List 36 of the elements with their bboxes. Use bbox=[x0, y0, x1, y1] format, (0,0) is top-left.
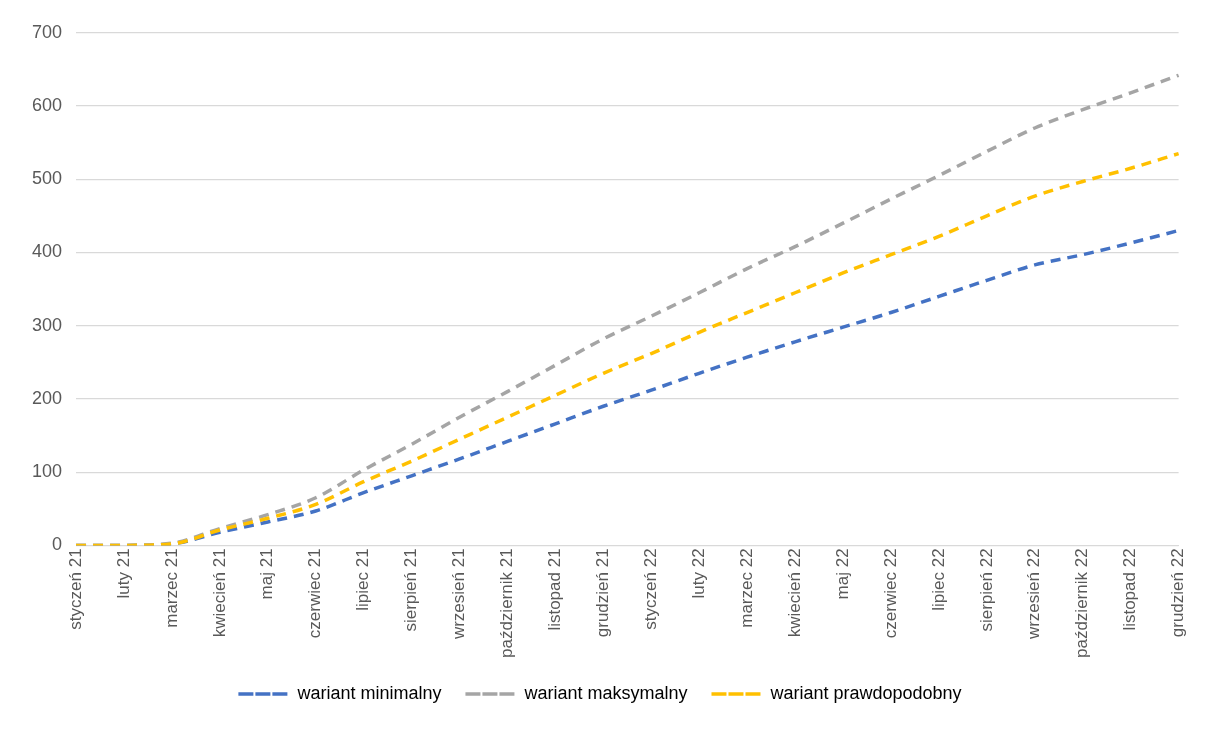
x-tick-label: listopad 21 bbox=[545, 548, 565, 631]
x-tick-label: maj 21 bbox=[257, 548, 277, 600]
legend-label: wariant maksymalny bbox=[523, 682, 688, 703]
x-tick-label: sierpień 22 bbox=[976, 548, 996, 632]
x-tick-label: styczeń 21 bbox=[65, 548, 85, 630]
x-tick-label: marzec 22 bbox=[736, 548, 756, 628]
legend-label: wariant prawdopodobny bbox=[769, 682, 962, 703]
x-tick-label: sierpień 21 bbox=[401, 548, 421, 632]
x-tick-label: styczeń 22 bbox=[640, 548, 660, 630]
x-tick-label: lipiec 22 bbox=[928, 548, 948, 611]
x-tick-label: czerwiec 22 bbox=[880, 548, 900, 639]
y-tick-label: 700 bbox=[31, 21, 63, 42]
x-tick-label: luty 22 bbox=[688, 548, 708, 599]
x-tick-label: październik 21 bbox=[497, 548, 517, 658]
x-tick-label: kwiecień 21 bbox=[209, 548, 229, 638]
x-tick-label: lipiec 21 bbox=[353, 548, 373, 611]
x-tick-label: wrzesień 22 bbox=[1024, 548, 1044, 641]
x-tick-label: listopad 22 bbox=[1120, 548, 1140, 631]
x-tick-label: grudzień 21 bbox=[593, 548, 613, 638]
y-tick-label: 100 bbox=[31, 461, 63, 482]
y-tick-label: 600 bbox=[31, 94, 63, 115]
x-tick-label: czerwiec 21 bbox=[305, 548, 325, 639]
legend-label: wariant minimalny bbox=[296, 682, 442, 703]
x-tick-label: październik 22 bbox=[1072, 548, 1092, 658]
x-tick-label: maj 22 bbox=[832, 548, 852, 600]
y-tick-label: 300 bbox=[31, 314, 63, 335]
line-series bbox=[74, 151, 1181, 546]
y-tick-label: 500 bbox=[31, 168, 63, 189]
y-tick-label: 400 bbox=[31, 241, 63, 262]
x-tick-label: grudzień 22 bbox=[1168, 548, 1188, 638]
x-tick-label: marzec 21 bbox=[161, 548, 181, 628]
y-tick-label: 0 bbox=[52, 534, 63, 555]
y-tick-label: 200 bbox=[31, 387, 63, 408]
x-tick-label: wrzesień 21 bbox=[449, 548, 469, 641]
x-tick-label: luty 21 bbox=[113, 548, 133, 599]
x-tick-label: kwiecień 22 bbox=[784, 548, 804, 638]
